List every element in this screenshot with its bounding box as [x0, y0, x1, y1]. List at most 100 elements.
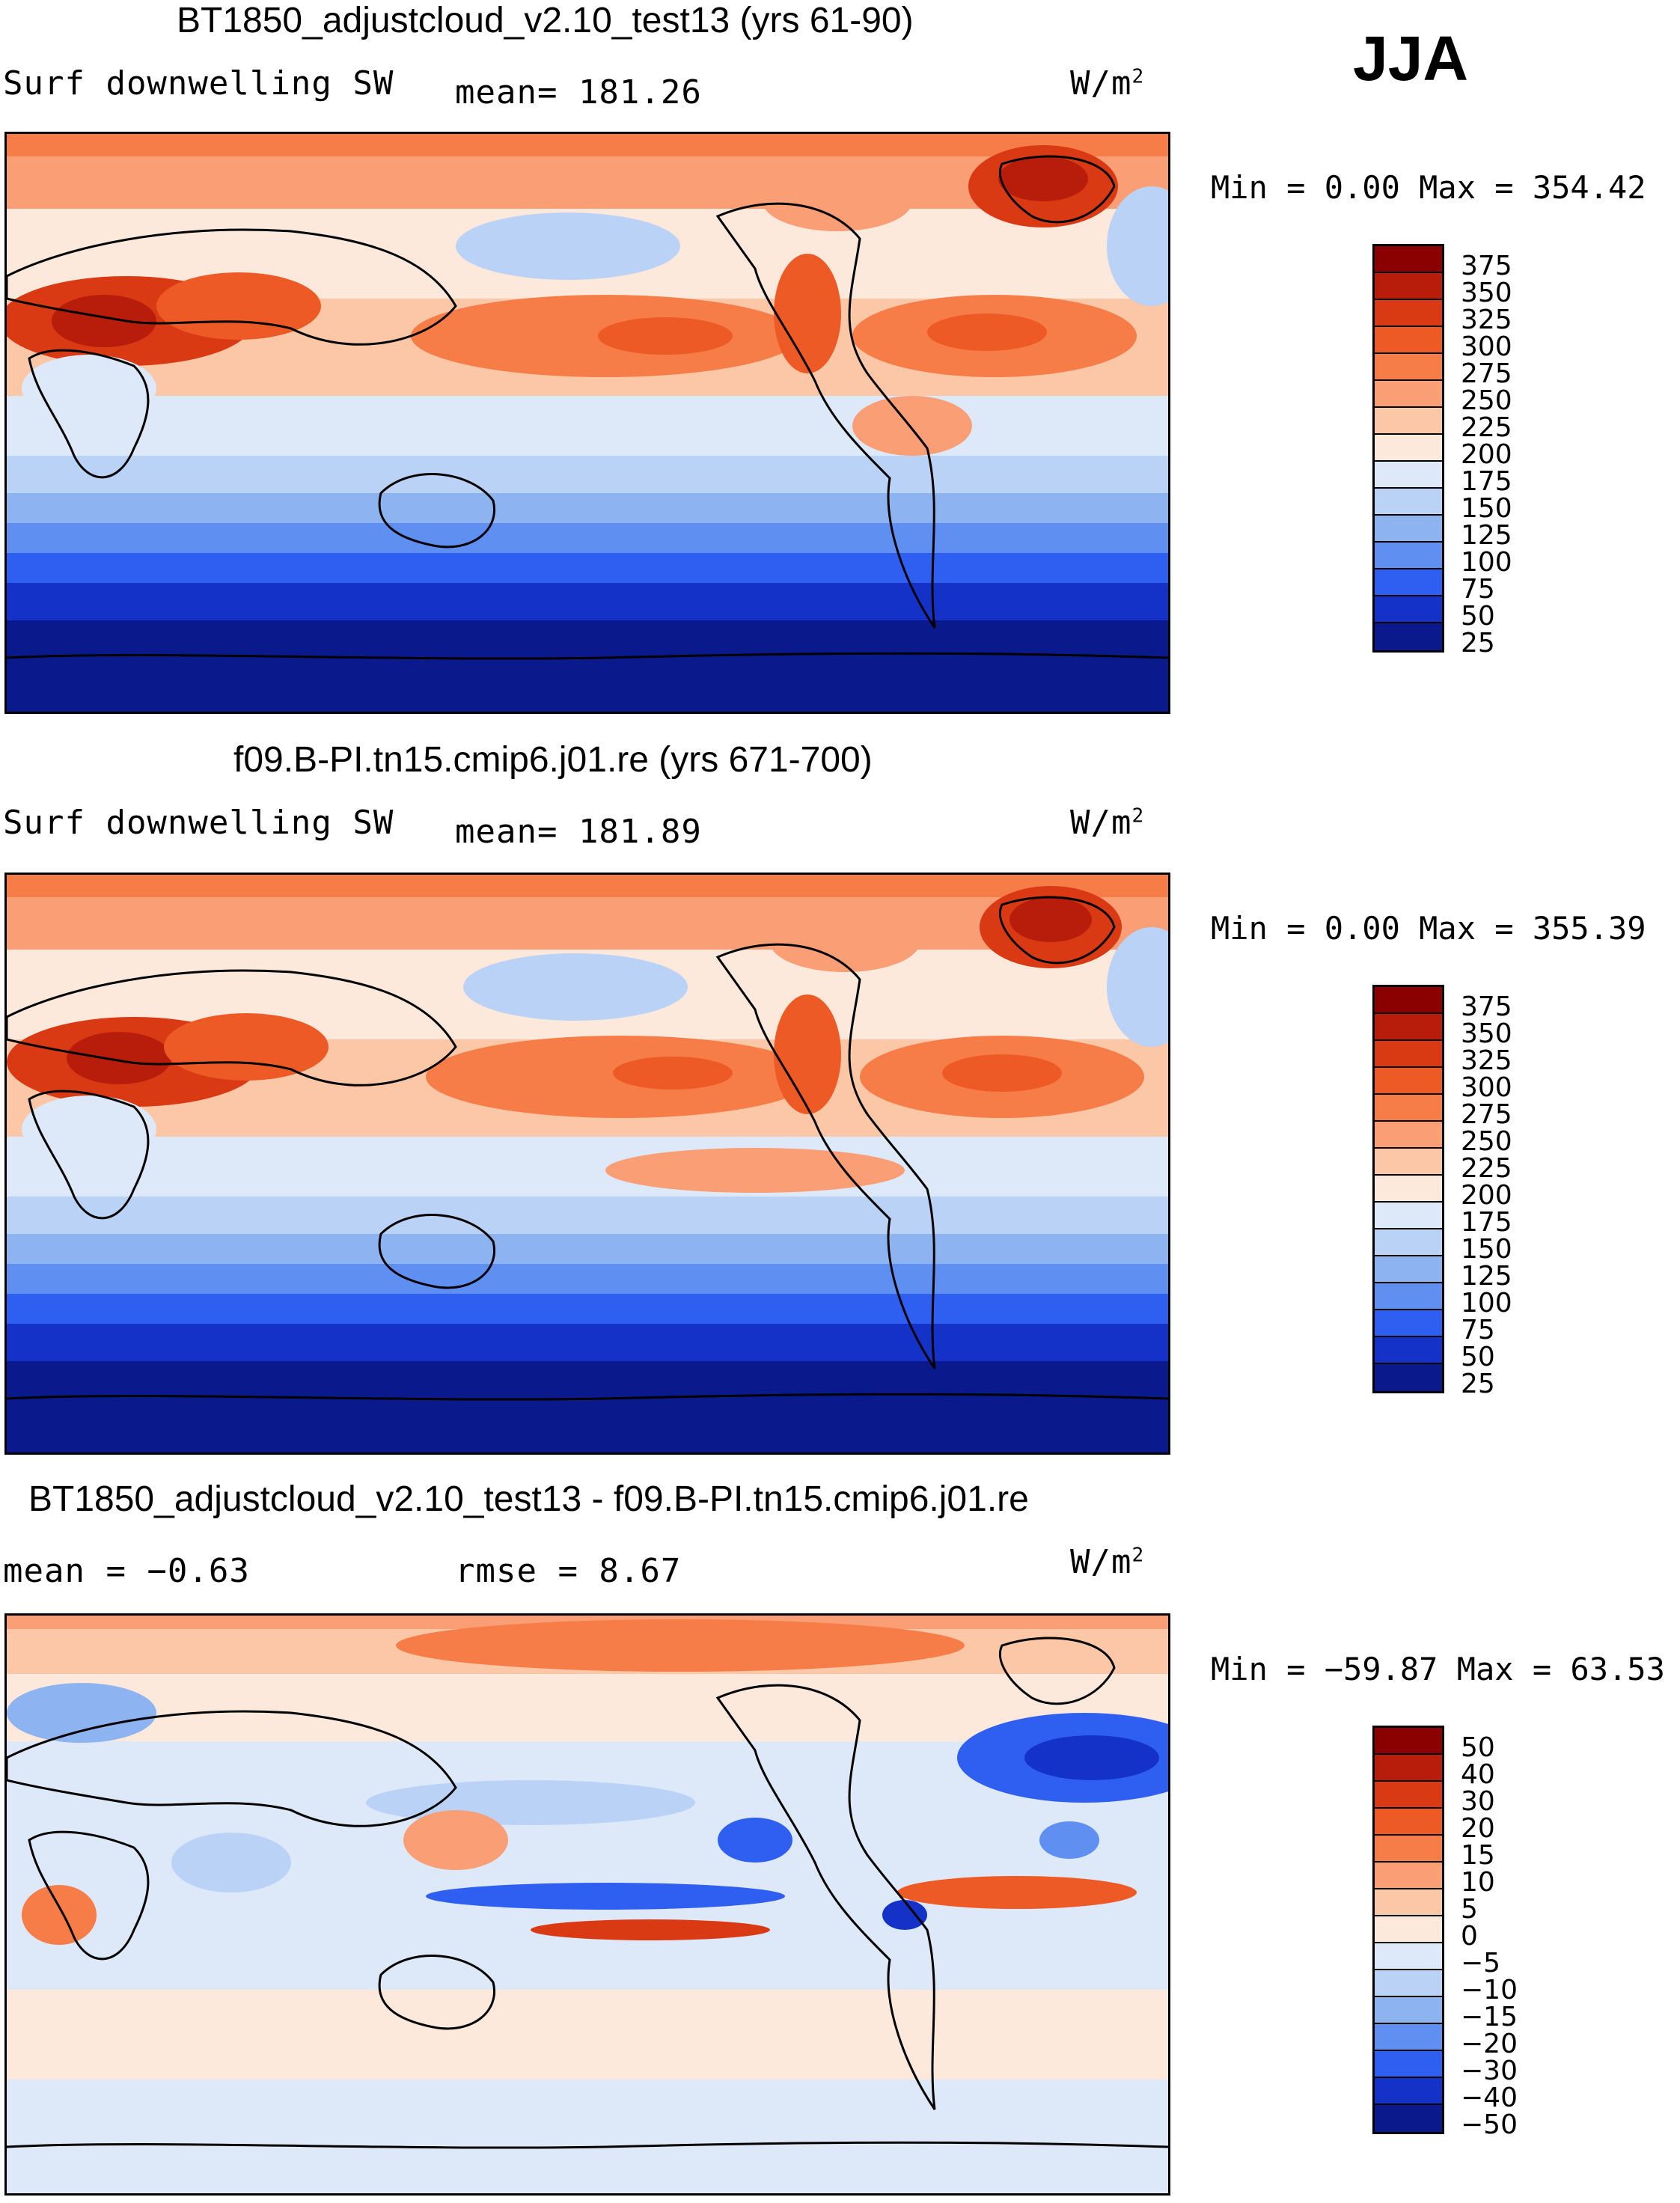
- colorbar-swatch: [1375, 516, 1442, 543]
- colorbar-swatch: [1375, 596, 1442, 623]
- colorbar-tick-label: 200: [1461, 439, 1512, 470]
- colorbar-tick-label: 100: [1461, 547, 1512, 578]
- colorbar-swatch: [1375, 1337, 1442, 1364]
- colorbar-tick-label: 25: [1461, 628, 1495, 659]
- panel-3-colorbar: [1372, 1726, 1444, 2134]
- colorbar-tick-label: −10: [1461, 1975, 1518, 2005]
- colorbar-swatch: [1375, 1310, 1442, 1337]
- colorbar-swatch: [1375, 1943, 1442, 1970]
- colorbar-swatch: [1375, 1095, 1442, 1122]
- colorbar-swatch: [1375, 987, 1442, 1014]
- panel-2-variable-label: Surf downwelling SW: [3, 804, 394, 842]
- colorbar-swatch: [1375, 1728, 1442, 1755]
- colorbar-tick-label: 200: [1461, 1180, 1512, 1211]
- colorbar-swatch: [1375, 543, 1442, 569]
- colorbar-swatch: [1375, 623, 1442, 650]
- colorbar-tick-label: −30: [1461, 2056, 1518, 2086]
- panel-2-minmax: Min = 0.00 Max = 355.39: [1211, 910, 1646, 947]
- colorbar-tick-label: 150: [1461, 1234, 1512, 1265]
- colorbar-swatch: [1375, 569, 1442, 596]
- colorbar-tick-label: 30: [1461, 1786, 1495, 1817]
- colorbar-tick-label: 125: [1461, 1261, 1512, 1292]
- colorbar-tick-label: 125: [1461, 520, 1512, 551]
- colorbar-swatch: [1375, 1809, 1442, 1836]
- colorbar-tick-label: 20: [1461, 1813, 1495, 1844]
- panel-1-map: [4, 132, 1170, 714]
- colorbar-swatch: [1375, 1283, 1442, 1310]
- colorbar-tick-label: 100: [1461, 1288, 1512, 1319]
- colorbar-tick-label: −50: [1461, 2109, 1518, 2140]
- colorbar-tick-label: 40: [1461, 1759, 1495, 1790]
- colorbar-swatch: [1375, 1256, 1442, 1283]
- colorbar-swatch: [1375, 1755, 1442, 1782]
- panel-2-title: f09.B-PI.tn15.cmip6.j01.re (yrs 671-700): [233, 740, 873, 780]
- colorbar-tick-label: 175: [1461, 466, 1512, 497]
- panel-3-map-svg: [7, 1616, 1168, 2193]
- colorbar-tick-label: 175: [1461, 1207, 1512, 1238]
- colorbar-tick-label: 50: [1461, 1732, 1495, 1763]
- colorbar-tick-label: −5: [1461, 1948, 1501, 1979]
- colorbar-tick-label: 250: [1461, 1126, 1512, 1157]
- colorbar-swatch: [1375, 435, 1442, 462]
- colorbar-tick-label: 300: [1461, 331, 1512, 362]
- panel-1-map-svg: [7, 134, 1168, 712]
- colorbar-tick-label: 5: [1461, 1894, 1478, 1925]
- colorbar-swatch: [1375, 1203, 1442, 1229]
- colorbar-swatch: [1375, 327, 1442, 354]
- panel-1-units: W/m2: [1070, 64, 1145, 103]
- colorbar-swatch: [1375, 1889, 1442, 1916]
- season-label: JJA: [1353, 23, 1469, 94]
- colorbar-tick-label: 375: [1461, 991, 1512, 1022]
- colorbar-tick-label: 275: [1461, 1099, 1512, 1130]
- colorbar-swatch: [1375, 273, 1442, 300]
- panel-2-mean-label: mean= 181.89: [455, 813, 702, 851]
- colorbar-tick-label: 225: [1461, 1153, 1512, 1184]
- colorbar-swatch: [1375, 1176, 1442, 1203]
- colorbar-swatch: [1375, 1836, 1442, 1863]
- colorbar-tick-label: 15: [1461, 1840, 1495, 1871]
- colorbar-tick-label: 50: [1461, 601, 1495, 632]
- colorbar-tick-label: 150: [1461, 493, 1512, 524]
- panel-3-mean-label: mean = −0.63: [3, 1552, 250, 1590]
- colorbar-tick-label: −15: [1461, 2002, 1518, 2032]
- panel-2-units: W/m2: [1070, 804, 1145, 842]
- colorbar-swatch: [1375, 1149, 1442, 1176]
- colorbar-tick-label: 75: [1461, 574, 1495, 605]
- colorbar-swatch: [1375, 462, 1442, 489]
- colorbar-swatch: [1375, 381, 1442, 408]
- colorbar-swatch: [1375, 1364, 1442, 1391]
- panel-1-title: BT1850_adjustcloud_v2.10_test13 (yrs 61-…: [177, 1, 914, 40]
- panel-2-map-svg: [7, 875, 1168, 1452]
- colorbar-swatch: [1375, 246, 1442, 273]
- colorbar-swatch: [1375, 1041, 1442, 1068]
- colorbar-swatch: [1375, 2105, 1442, 2132]
- colorbar-tick-label: 325: [1461, 1045, 1512, 1076]
- colorbar-swatch: [1375, 1122, 1442, 1149]
- colorbar-swatch: [1375, 1229, 1442, 1256]
- colorbar-swatch: [1375, 2024, 1442, 2051]
- colorbar-swatch: [1375, 408, 1442, 435]
- colorbar-swatch: [1375, 489, 1442, 516]
- colorbar-tick-label: 375: [1461, 251, 1512, 281]
- colorbar-tick-label: −40: [1461, 2083, 1518, 2113]
- panel-3-map: [4, 1613, 1170, 2196]
- colorbar-tick-label: 350: [1461, 278, 1512, 308]
- colorbar-tick-label: 250: [1461, 385, 1512, 416]
- panel-1-colorbar: [1372, 244, 1444, 653]
- colorbar-tick-label: 25: [1461, 1369, 1495, 1399]
- colorbar-swatch: [1375, 1863, 1442, 1889]
- colorbar-tick-label: 275: [1461, 358, 1512, 389]
- panel-3-rmse-label: rmse = 8.67: [455, 1552, 682, 1590]
- colorbar-tick-label: 10: [1461, 1867, 1495, 1898]
- panel-3-units: W/m2: [1070, 1543, 1145, 1581]
- panel-3-title: BT1850_adjustcloud_v2.10_test13 - f09.B-…: [28, 1479, 1029, 1519]
- colorbar-swatch: [1375, 1970, 1442, 1997]
- colorbar-tick-label: 225: [1461, 412, 1512, 443]
- colorbar-tick-label: 0: [1461, 1921, 1478, 1952]
- colorbar-swatch: [1375, 2051, 1442, 2078]
- colorbar-swatch: [1375, 354, 1442, 381]
- colorbar-tick-label: 50: [1461, 1342, 1495, 1372]
- colorbar-swatch: [1375, 1782, 1442, 1809]
- colorbar-tick-label: −20: [1461, 2029, 1518, 2059]
- panel-2-colorbar: [1372, 985, 1444, 1393]
